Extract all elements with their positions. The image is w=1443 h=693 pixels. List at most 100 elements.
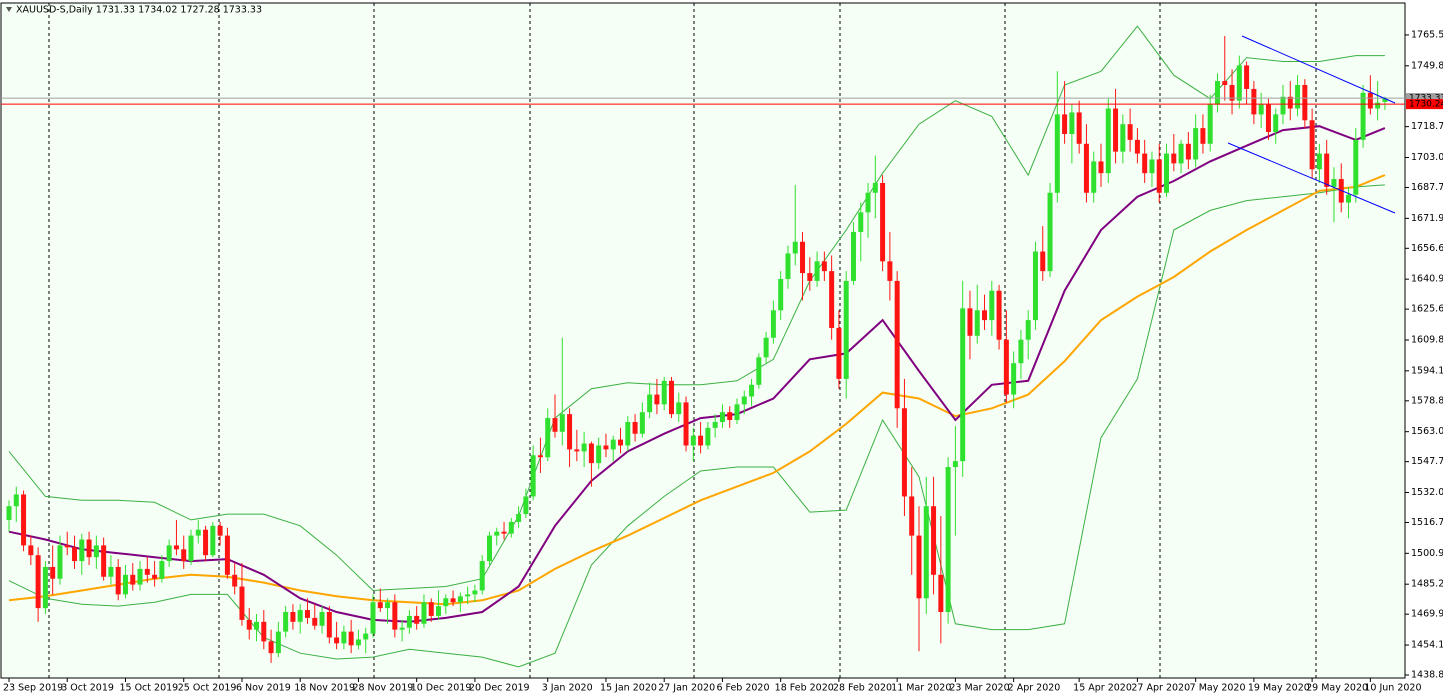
candle-body xyxy=(224,535,230,575)
x-tick-label: 10 Dec 2019 xyxy=(411,683,472,693)
candle-body xyxy=(1229,85,1235,101)
candle-body xyxy=(79,539,85,562)
candle-body xyxy=(982,310,988,321)
candle-body xyxy=(712,421,718,428)
candle-body xyxy=(137,568,143,585)
candle-body xyxy=(406,615,412,628)
candle-body xyxy=(377,602,383,609)
candle-body xyxy=(785,253,791,279)
price-label: 1730.24 xyxy=(1409,100,1443,110)
candle-body xyxy=(1295,85,1301,109)
candle-body xyxy=(1120,124,1126,152)
candle-body xyxy=(1076,112,1082,144)
plot-layer xyxy=(1,25,1405,668)
y-tick-label: 1438.85 xyxy=(1411,670,1443,681)
candle-body xyxy=(931,506,937,575)
candle-body xyxy=(450,598,456,603)
candle-body xyxy=(581,443,587,452)
y-tick-label: 1578.80 xyxy=(1411,395,1443,406)
y-tick-label: 1703.00 xyxy=(1411,152,1443,163)
candle-body xyxy=(173,545,179,550)
y-tick-label: 1609.85 xyxy=(1411,334,1443,345)
candle-body xyxy=(72,547,78,562)
x-tick-label: 29 May 2020 xyxy=(1306,683,1368,693)
candle-body xyxy=(217,525,223,536)
candle-body xyxy=(654,394,660,405)
candle-body xyxy=(181,549,187,562)
y-tick-label: 1516.70 xyxy=(1411,517,1443,528)
candle-body xyxy=(203,529,209,556)
candle-body xyxy=(254,621,260,630)
candle-body xyxy=(588,443,594,464)
x-tick-label: 3 Jan 2020 xyxy=(542,683,593,693)
x-tick-label: 19 May 2020 xyxy=(1248,683,1310,693)
candle-body xyxy=(800,241,806,274)
candle-body xyxy=(370,602,376,634)
candle-body xyxy=(57,545,63,579)
candle-body xyxy=(1244,65,1250,89)
candle-body xyxy=(486,535,492,562)
candle-body xyxy=(1367,92,1373,109)
candle-body xyxy=(974,310,980,336)
candle-body xyxy=(523,496,529,515)
candle-body xyxy=(894,280,900,409)
y-tick-label: 1500.95 xyxy=(1411,548,1443,559)
y-tick-label: 1594.10 xyxy=(1411,365,1443,376)
candle-body xyxy=(21,494,27,546)
y-tick-label: 1454.15 xyxy=(1411,640,1443,651)
candle-body xyxy=(1142,153,1148,174)
candle-body xyxy=(1273,114,1279,133)
candle-body xyxy=(596,445,602,464)
candle-body xyxy=(239,586,245,620)
candle-body xyxy=(501,531,507,534)
candle-body xyxy=(428,602,434,616)
candle-body xyxy=(559,414,565,432)
candle-body xyxy=(865,192,871,213)
candle-body xyxy=(960,308,966,462)
x-tick-label: 2 Apr 2020 xyxy=(1008,683,1061,693)
candle-body xyxy=(989,290,995,321)
candle-body xyxy=(1105,108,1111,174)
candle-body xyxy=(334,637,340,644)
candle-body xyxy=(1178,143,1184,164)
axis-layer: 1438.85 1454.15 1469.90 1485.20 1500.95 1516.… xyxy=(3,29,1443,693)
price-label-box xyxy=(1406,99,1443,110)
candle-body xyxy=(1098,161,1104,174)
candle-body xyxy=(232,574,238,587)
candle-body xyxy=(574,449,580,452)
candle-body xyxy=(734,404,740,421)
candle-body xyxy=(261,621,267,642)
candle-body xyxy=(1011,363,1017,395)
candle-body xyxy=(1054,114,1060,193)
candle-body xyxy=(1156,159,1162,193)
x-tick-label: 15 Oct 2019 xyxy=(119,683,178,693)
candle-body xyxy=(698,435,704,446)
candle-body xyxy=(647,394,653,413)
chart-title: XAUUSD-S,Daily 1731.33 1734.02 1727.28 1… xyxy=(16,5,262,16)
candle-body xyxy=(1047,192,1053,272)
x-tick-label: 23 Mar 2020 xyxy=(949,683,1009,693)
x-tick-label: 6 Nov 2019 xyxy=(236,683,291,693)
candle-body xyxy=(923,506,929,599)
candle-body xyxy=(749,384,755,397)
candle-body xyxy=(887,261,893,281)
candle-body xyxy=(319,612,325,626)
y-tick-label: 1671.95 xyxy=(1411,213,1443,224)
candle-body xyxy=(1134,139,1140,154)
candle-body xyxy=(472,590,478,595)
candle-body xyxy=(1331,179,1337,187)
candle-body xyxy=(1360,92,1366,140)
x-tick-label: 27 Apr 2020 xyxy=(1131,683,1190,693)
candle-body xyxy=(719,412,725,422)
candle-body xyxy=(1149,159,1155,174)
candle-body xyxy=(399,627,405,630)
trendline xyxy=(1241,35,1396,104)
y-tick-label: 1563.05 xyxy=(1411,426,1443,437)
candle-body xyxy=(28,545,34,556)
candle-body xyxy=(210,525,216,556)
candle-body xyxy=(872,182,878,193)
candle-body xyxy=(756,357,762,385)
candle-body xyxy=(916,535,922,599)
candle-body xyxy=(1091,161,1097,193)
